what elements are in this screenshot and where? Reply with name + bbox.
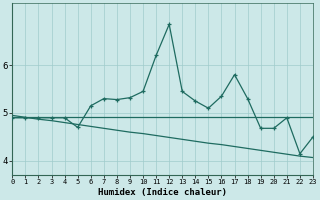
X-axis label: Humidex (Indice chaleur): Humidex (Indice chaleur) (98, 188, 227, 197)
